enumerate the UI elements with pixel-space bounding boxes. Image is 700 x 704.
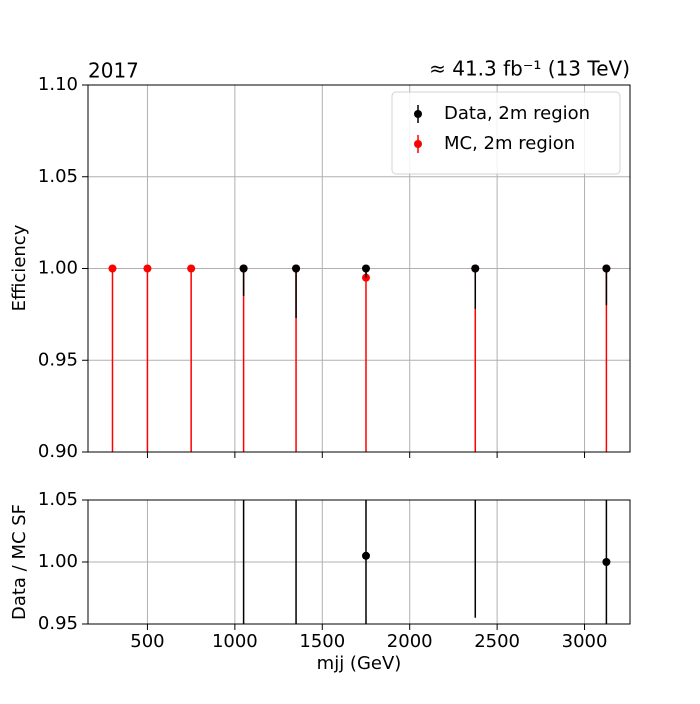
x-tick-label: 2000 [387, 631, 433, 652]
data-point [143, 264, 152, 273]
legend-label: MC, 2m region [444, 133, 575, 154]
y-tick-label: 0.95 [38, 613, 78, 634]
y-axis-label: Data / MC SF [9, 504, 30, 620]
plot-area [108, 264, 611, 452]
y-tick-label: 1.00 [38, 551, 78, 572]
y-tick-label: 1.00 [38, 258, 78, 279]
y-tick-label: 1.05 [38, 166, 78, 187]
data-point [108, 264, 117, 273]
data-point [602, 264, 611, 273]
x-tick-label: 3000 [562, 631, 608, 652]
x-tick-label: 1000 [212, 631, 258, 652]
legend-box [391, 91, 621, 175]
y-tick-label: 1.10 [38, 74, 78, 95]
data-point [602, 558, 611, 566]
data-point [292, 264, 301, 273]
axes-frame [87, 84, 631, 453]
legend-swatch [414, 140, 422, 148]
y-tick-label: 0.90 [38, 441, 78, 462]
data-point [471, 264, 480, 273]
title-right: ≈ 41.3 fb⁻¹ (13 TeV) [429, 57, 630, 81]
x-tick-label: 1500 [299, 631, 345, 652]
x-tick-label: 500 [130, 631, 164, 652]
data-point [361, 264, 370, 273]
y-axis-label: Efficiency [9, 224, 30, 311]
legend-label: Data, 2m region [444, 103, 590, 124]
data-point [239, 264, 248, 273]
plot-area [242, 500, 611, 624]
data-point [361, 551, 370, 560]
axes-frame [87, 499, 631, 625]
y-tick-label: 0.95 [38, 349, 78, 370]
x-tick-label: 2500 [474, 631, 520, 652]
legend-swatch [414, 110, 422, 118]
x-axis-label: mjj (GeV) [317, 653, 402, 674]
title-left: 2017 [88, 59, 139, 83]
y-tick-label: 1.05 [38, 489, 78, 510]
data-point [187, 264, 196, 273]
